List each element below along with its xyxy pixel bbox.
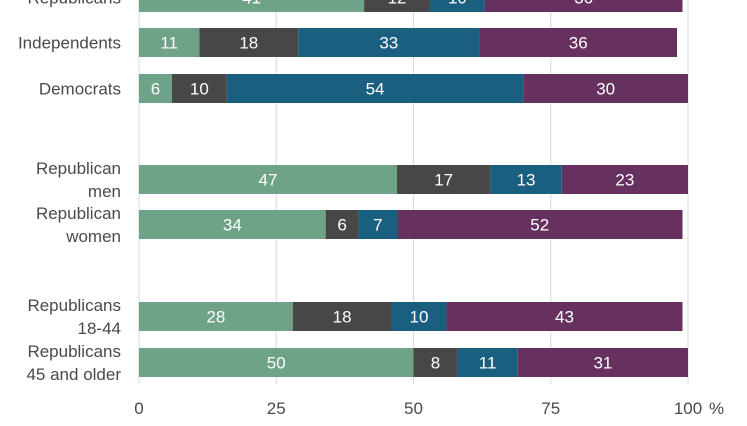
- data-label: 52: [530, 216, 549, 235]
- data-label: 31: [593, 354, 612, 373]
- data-label: 12: [388, 0, 407, 8]
- bar-segment: [139, 0, 365, 12]
- bar-segment: [171, 74, 227, 103]
- data-label: 6: [151, 80, 160, 99]
- bar-segment: [358, 210, 398, 239]
- bar-segment: [484, 0, 683, 12]
- data-label: 36: [569, 34, 588, 53]
- data-label: 10: [448, 0, 467, 8]
- data-label: 33: [379, 34, 398, 53]
- bar-segment: [139, 74, 172, 103]
- bar-segment: [139, 165, 398, 194]
- data-label: 18: [333, 308, 352, 327]
- bar-segment: [457, 348, 518, 377]
- category-labels: Republicans Independents Democrats Republic…: [18, 0, 121, 384]
- bar-segment: [561, 165, 688, 194]
- x-axis: 0 25 50 75 100%: [134, 399, 724, 418]
- data-label: 17: [434, 171, 453, 190]
- bar-segment: [325, 210, 359, 239]
- bar-segment: [139, 210, 326, 239]
- category-label: Republicans 18-44: [27, 296, 121, 338]
- data-label: 13: [517, 171, 536, 190]
- data-label: 50: [267, 354, 286, 373]
- x-tick-label: 75: [541, 399, 560, 418]
- data-label: 8: [431, 354, 440, 373]
- data-label: 7: [373, 216, 382, 235]
- data-label: 30: [596, 80, 615, 99]
- data-label: 10: [410, 308, 429, 327]
- bar-segment: [446, 302, 683, 331]
- bar-segment: [397, 165, 491, 194]
- category-label: Republicans 45 and older: [26, 342, 121, 384]
- x-tick-label: 100: [674, 399, 702, 418]
- category-label: Democrats: [39, 80, 121, 99]
- bar-segment: [523, 74, 688, 103]
- bar-segment: [413, 348, 458, 377]
- data-label: 36: [574, 0, 593, 8]
- x-tick-label: 25: [267, 399, 286, 418]
- bars: 41 12 10 36 11 18 33 36 6 10 54 30 47 17 13 23 34 6 7 52 28 1…: [139, 0, 688, 377]
- data-label: 34: [223, 216, 242, 235]
- bar-segment: [199, 28, 299, 57]
- bar-segment: [139, 348, 414, 377]
- category-label: Independents: [18, 34, 121, 53]
- data-label: 28: [206, 308, 225, 327]
- bar-segment: [364, 0, 430, 12]
- bar-segment: [479, 28, 678, 57]
- data-label: 41: [242, 0, 261, 8]
- bar-segment: [517, 348, 688, 377]
- bar-segment: [139, 28, 200, 57]
- data-label: 18: [239, 34, 258, 53]
- category-label: Republican men: [36, 159, 121, 201]
- data-label: 11: [160, 34, 178, 53]
- data-label: 10: [190, 80, 209, 99]
- category-label: Republicans: [27, 0, 121, 8]
- x-tick-label: 0: [134, 399, 143, 418]
- data-label: 6: [337, 216, 346, 235]
- data-label: 23: [615, 171, 634, 190]
- bar-segment: [292, 302, 392, 331]
- bar-segment: [490, 165, 562, 194]
- data-label: 11: [479, 354, 497, 373]
- data-label: 47: [259, 171, 278, 190]
- data-label: 54: [366, 80, 385, 99]
- bar-segment: [429, 0, 485, 12]
- x-axis-unit: %: [709, 399, 724, 418]
- bar-segment: [139, 302, 293, 331]
- bar-segment: [397, 210, 683, 239]
- bar-segment: [391, 302, 447, 331]
- bar-segment: [298, 28, 480, 57]
- bar-segment: [226, 74, 524, 103]
- x-tick-label: 50: [404, 399, 423, 418]
- data-label: 43: [555, 308, 574, 327]
- category-label: Republican women: [36, 204, 121, 246]
